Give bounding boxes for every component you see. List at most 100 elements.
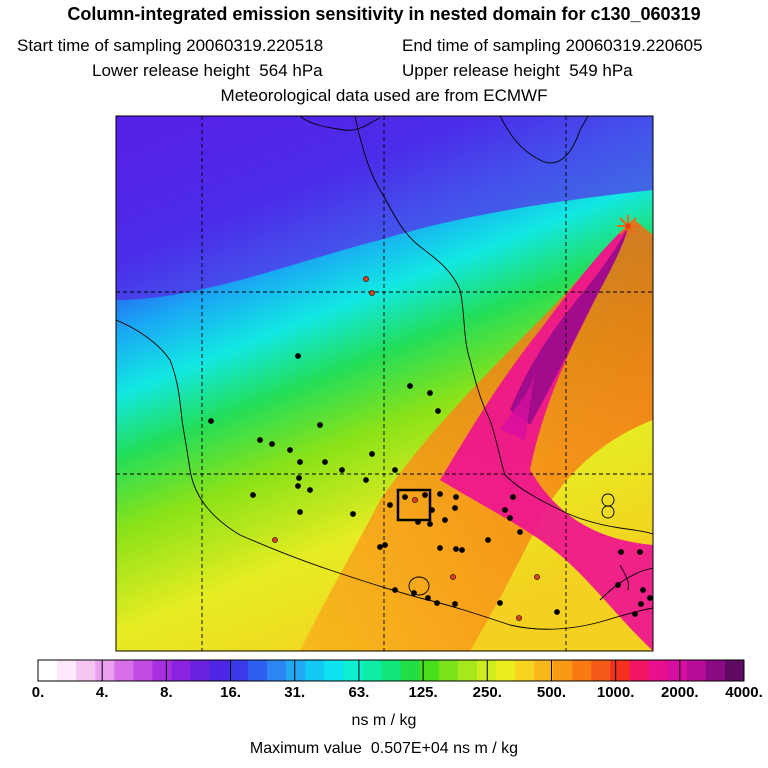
station-dot (516, 615, 522, 621)
station-dot (272, 537, 278, 543)
colorbar-cell (572, 660, 592, 681)
colorbar-cell (457, 660, 478, 681)
station-dot (427, 390, 433, 396)
station-dot (363, 276, 369, 282)
station-dot (407, 383, 413, 389)
release-center (625, 223, 631, 229)
station-dot (459, 547, 465, 553)
start-time-label: Start time of sampling (17, 36, 182, 55)
station-dot (412, 497, 418, 503)
coastline-northeast (499, 116, 589, 164)
colorbar-cells (38, 660, 745, 681)
station-dot (411, 590, 417, 596)
station-dot (269, 441, 275, 447)
colorbar-cell (305, 660, 325, 681)
station-dot (363, 477, 369, 483)
colorbar-cell (324, 660, 344, 681)
end-time-value: 20060319.220605 (565, 36, 703, 55)
colorbar-cell (381, 660, 402, 681)
upper-violet-field (116, 116, 653, 300)
colorbar-cell (591, 660, 611, 681)
station-dot (350, 511, 356, 517)
colorbar-cell (286, 660, 306, 681)
contour-figure-eight (601, 493, 615, 519)
map-frame (115, 115, 654, 652)
station-dot (208, 418, 214, 424)
station-dot (534, 574, 540, 580)
upper-height-row: Upper release height 549 hPa (402, 61, 633, 81)
colorbar-tick-label: 250. (472, 684, 502, 701)
upper-height-label: Upper release height (402, 61, 560, 80)
colorbar-cell (152, 660, 173, 681)
maximum-value-line: Maximum value 0.507E+04 ns m / kg (0, 740, 768, 758)
colorbar-cell (190, 660, 211, 681)
end-time-label: End time of sampling (402, 36, 561, 55)
peak-plume-core (510, 228, 628, 425)
upper-height-value: 549 hPa (569, 61, 633, 80)
station-dot (402, 494, 408, 500)
station-dot (647, 595, 653, 601)
station-dot (369, 290, 375, 296)
station-dot (250, 492, 256, 498)
colorbar-cell (419, 660, 440, 681)
station-dot (437, 491, 443, 497)
colorbar-cell (515, 660, 535, 681)
colorbar-cell (610, 660, 631, 681)
start-time-value: 20060319.220518 (186, 36, 324, 55)
station-dot (554, 609, 560, 615)
colorbar-cell (400, 660, 421, 681)
colorbar-tick-label: 8. (160, 684, 173, 701)
station-dot (317, 422, 323, 428)
colorbar-cell (724, 660, 745, 681)
colorbar-cell (438, 660, 459, 681)
lower-height-value: 564 hPa (259, 61, 323, 80)
border-north (299, 116, 381, 131)
station-dot (437, 545, 443, 551)
station-dot (452, 601, 458, 607)
station-dot (257, 437, 263, 443)
station-dot (640, 587, 646, 593)
station-dot (339, 467, 345, 473)
island-outline (408, 576, 430, 596)
station-dot (387, 502, 393, 508)
colorbar-cell (476, 660, 497, 681)
station-dot (507, 515, 513, 521)
colorbar-tick-label: 500. (536, 684, 567, 701)
station-dot (615, 582, 621, 588)
colorbar-tick-label: 0. (31, 684, 45, 701)
colorbar-tick-label: 2000. (661, 684, 699, 701)
colorbar-cell (38, 660, 58, 681)
station-dot (510, 494, 516, 500)
colorbar-cell (667, 660, 688, 681)
station-dot (297, 509, 303, 515)
colorbar-cell (228, 660, 249, 681)
colorbar-cell (266, 660, 287, 681)
station-dot (287, 447, 293, 453)
end-time-row: End time of sampling 20060319.220605 (402, 36, 703, 56)
pink-plume-field (440, 225, 653, 651)
field-layer (116, 116, 653, 651)
station-dot (427, 521, 433, 527)
station-dot (632, 611, 638, 617)
station-dot (392, 587, 398, 593)
station-dot (434, 600, 440, 606)
chart-title: Column-integrated emission sensitivity i… (67, 4, 701, 24)
station-dot (295, 353, 301, 359)
station-dot (425, 595, 431, 601)
colorbar-cell (209, 660, 230, 681)
lower-height-row: Lower release height 564 hPa (92, 61, 323, 81)
target-box (396, 488, 432, 522)
colorbar-cell (57, 660, 77, 681)
station-dot (435, 408, 441, 414)
station-dot (377, 544, 383, 550)
max-value: 0.507E+04 (370, 740, 449, 757)
station-dot (517, 529, 523, 535)
station-dot (295, 483, 301, 489)
colorbar-frame (37, 659, 745, 682)
colorbar-tick-label: 1000. (596, 684, 635, 701)
station-dot (453, 494, 459, 500)
station-dot (452, 505, 458, 511)
plume-core-fringe (500, 370, 535, 440)
station-dot (638, 601, 644, 607)
